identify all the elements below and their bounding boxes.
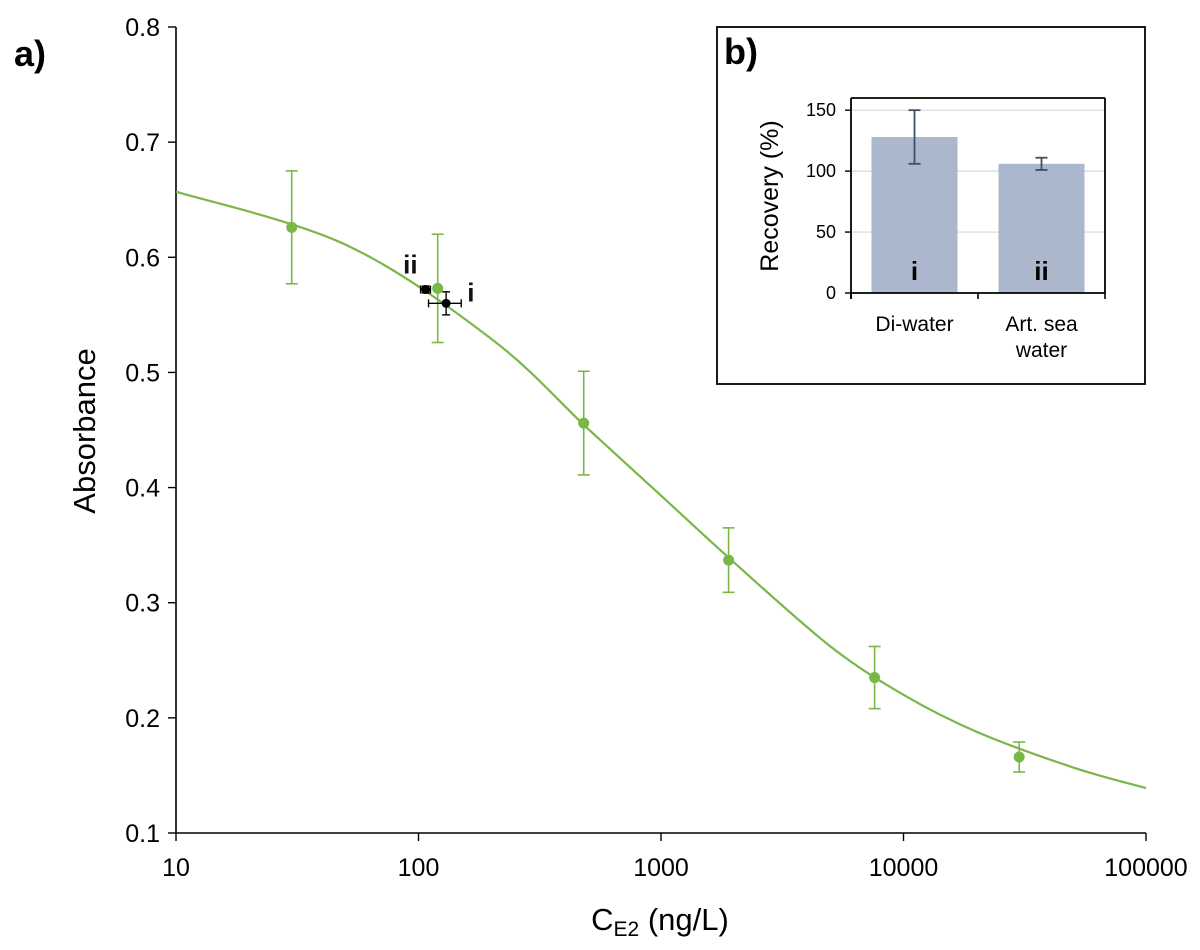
y-tick-label: 0.6 [125,244,160,272]
calibration-points [285,170,1026,773]
inset-tick-labels: 0 50 100 150 [806,100,836,303]
bar-label: i [911,256,918,286]
data-point [286,221,298,233]
sample-point [421,285,431,295]
main-axes [168,26,1147,841]
main-plot: a) 0.10.20.30.40.50.60.70.810 100 1000 1000… [14,14,1188,941]
y-tick-label: 0.4 [125,475,160,503]
sample-label: i [467,277,474,307]
y-tick-label: 0.7 [125,129,160,157]
y-tick-label: 0.8 [125,14,160,42]
inset-category-label: water [1015,339,1067,362]
inset-axes [845,97,1106,299]
fit-curve [175,190,1147,790]
data-point [723,554,735,566]
sample-points: iii [403,250,474,316]
bar-label: ii [1034,256,1048,286]
data-point [432,282,444,294]
x-axis-title-rest: (ng/L) [639,902,729,937]
x-tick-label: 10 [162,854,190,882]
y-tick-label: 0.1 [125,820,160,848]
x-axis-title-sub: E2 [614,918,640,941]
data-point [1013,751,1025,763]
inset-bars: i ii [871,109,1085,293]
inset-category-labels: Di-water Art. sea water [875,313,1078,362]
inset-y-tick-label: 150 [806,100,836,120]
x-tick-label: 1000 [633,854,689,882]
inset-category-label: Art. sea [1005,313,1078,336]
bar [998,163,1085,293]
x-axis-title: CE2 (ng/L) [591,902,729,941]
x-tick-label: 10000 [869,854,939,882]
inset-y-axis-title: Recovery (%) [756,120,784,271]
data-point [578,417,590,429]
panel-b-label: b) [724,31,758,72]
x-axis-title-main: C [591,902,613,937]
inset-y-tick-label: 50 [816,222,836,242]
y-tick-label: 0.3 [125,590,160,618]
inset-category-label: Di-water [875,313,953,336]
y-tick-label: 0.5 [125,359,160,387]
panel-a-label: a) [14,33,46,74]
x-tick-label: 100000 [1104,854,1187,882]
x-tick-label: 100 [398,854,440,882]
sample-point [441,298,451,308]
y-tick-label: 0.2 [125,705,160,733]
main-tick-labels: 0.10.20.30.40.50.60.70.810 100 1000 10000 10… [125,14,1187,882]
sample-label: ii [403,250,417,280]
inset-y-tick-label: 100 [806,161,836,181]
y-axis-title: Absorbance [67,348,102,513]
inset-y-tick-label: 0 [826,283,836,303]
data-point [869,672,881,684]
